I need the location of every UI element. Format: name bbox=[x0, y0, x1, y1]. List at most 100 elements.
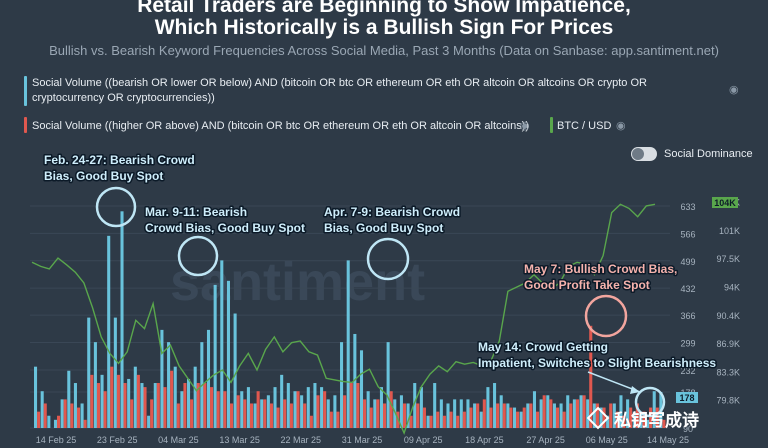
bearish-bar bbox=[173, 366, 177, 428]
bearish-bar bbox=[326, 399, 330, 428]
current-left-badge-label: 178 bbox=[679, 393, 694, 403]
bullish-bar bbox=[569, 403, 573, 428]
bullish-bar bbox=[635, 403, 639, 428]
bullish-bar bbox=[502, 403, 506, 428]
bullish-bar bbox=[389, 391, 393, 428]
bullish-bar bbox=[190, 399, 194, 428]
bearish-bar bbox=[466, 399, 470, 428]
bullish-bar bbox=[63, 399, 67, 428]
y-left-tick-label: 633 bbox=[680, 202, 695, 212]
bearish-bar bbox=[147, 415, 151, 428]
annotation-text: Good Profit Take Spot bbox=[524, 278, 650, 292]
eye-icon[interactable]: ◉ bbox=[729, 84, 739, 96]
bearish-bar bbox=[193, 366, 197, 428]
y-right-tick-label: 86.9K bbox=[716, 339, 740, 349]
bullish-bar bbox=[70, 403, 74, 428]
bearish-bar bbox=[353, 333, 357, 428]
bearish-bar bbox=[413, 383, 417, 428]
bearish-bar bbox=[399, 395, 403, 428]
bullish-bar bbox=[110, 366, 114, 428]
x-tick-label: 18 Apr 25 bbox=[465, 435, 504, 445]
social-dominance-toggle[interactable] bbox=[631, 147, 657, 161]
bullish-bar bbox=[343, 395, 347, 428]
eye-icon[interactable]: ◉ bbox=[520, 120, 530, 132]
bullish-bar bbox=[256, 391, 260, 428]
bullish-bar bbox=[356, 383, 360, 428]
x-tick-label: 04 Mar 25 bbox=[158, 435, 199, 445]
bearish-bar bbox=[333, 395, 337, 428]
annotation-text: Mar. 9-11: Bearish bbox=[145, 205, 247, 219]
bullish-bar bbox=[83, 419, 87, 428]
bullish-bar bbox=[382, 403, 387, 428]
y-left-tick-label: 566 bbox=[680, 229, 695, 239]
legend-bullish-label[interactable]: Social Volume ((higher OR above) AND (bi… bbox=[32, 120, 530, 132]
bullish-bar bbox=[289, 403, 293, 428]
y-left-tick-label: 499 bbox=[680, 257, 695, 267]
bullish-bar bbox=[276, 407, 280, 428]
bullish-bar bbox=[143, 387, 147, 428]
bearish-bar bbox=[426, 415, 430, 428]
bullish-bar bbox=[542, 395, 546, 428]
annotation-text: Feb. 24-27: Bearish Crowd bbox=[44, 153, 195, 167]
bearish-bar bbox=[546, 395, 550, 428]
eye-icon[interactable]: ◉ bbox=[616, 120, 626, 132]
bullish-bar bbox=[183, 383, 187, 428]
bearish-bar bbox=[320, 387, 324, 428]
bullish-bar bbox=[363, 399, 367, 428]
bullish-bar bbox=[562, 411, 566, 428]
bearish-bar bbox=[599, 407, 603, 428]
bearish-bar bbox=[406, 403, 410, 428]
bullish-bar bbox=[163, 387, 167, 428]
bullish-bar bbox=[496, 403, 500, 428]
bearish-bar bbox=[639, 411, 643, 428]
bullish-bar bbox=[462, 411, 466, 428]
bullish-bar bbox=[329, 411, 333, 428]
bullish-bar bbox=[422, 407, 426, 428]
bearish-bar bbox=[306, 387, 310, 428]
x-tick-label: 27 Apr 25 bbox=[526, 435, 565, 445]
bearish-bar bbox=[606, 415, 610, 428]
bearish-bar bbox=[446, 403, 450, 428]
bearish-bar bbox=[646, 419, 650, 428]
bullish-bar bbox=[509, 407, 513, 428]
bullish-bar bbox=[203, 383, 207, 428]
bearish-bar bbox=[113, 317, 117, 428]
legend: Social Volume ((bearish OR lower OR belo… bbox=[20, 66, 748, 150]
bullish-bar bbox=[223, 391, 227, 428]
bearish-swatch bbox=[24, 76, 27, 106]
bearish-bar bbox=[140, 383, 144, 428]
bearish-bar bbox=[60, 399, 64, 428]
annotation-text: Bias, Good Buy Spot bbox=[324, 221, 443, 235]
y-left-tick-label: 432 bbox=[680, 284, 695, 294]
current-right-badge-label: 104K bbox=[714, 198, 736, 208]
bearish-bar bbox=[572, 399, 576, 428]
bearish-bar bbox=[340, 342, 344, 428]
bearish-bar bbox=[626, 399, 630, 428]
bullish-bar bbox=[196, 383, 200, 428]
bearish-bar bbox=[586, 399, 590, 428]
bullish-bar bbox=[96, 383, 100, 428]
legend-btc-label[interactable]: BTC / USD bbox=[557, 120, 612, 132]
bullish-bar bbox=[655, 407, 659, 428]
bullish-bar bbox=[336, 411, 340, 428]
bullish-bar bbox=[170, 370, 174, 428]
bullish-bar bbox=[103, 391, 107, 428]
annotation-text: May 7: Bullish Crowd Bias, bbox=[524, 262, 677, 276]
x-tick-label: 09 Apr 25 bbox=[404, 435, 443, 445]
chart-title-line2: Which Historically is a Bullish Sign For… bbox=[154, 16, 614, 39]
bearish-bar bbox=[506, 403, 510, 428]
legend-bearish-label[interactable]: Social Volume ((bearish OR lower OR belo… bbox=[32, 77, 647, 104]
bullish-bar bbox=[216, 391, 220, 428]
bullish-bar bbox=[469, 407, 473, 428]
x-tick-label: 23 Feb 25 bbox=[97, 435, 138, 445]
btc-price-line bbox=[31, 203, 656, 435]
bearish-bar bbox=[486, 387, 490, 428]
bullish-bar bbox=[43, 403, 47, 428]
bullish-bar bbox=[37, 411, 41, 428]
bearish-bar bbox=[453, 399, 457, 428]
bullish-bar bbox=[303, 403, 307, 428]
annotation-text: Impatient, Switches to Slight Bearishnes… bbox=[478, 356, 716, 370]
bullish-bar bbox=[622, 415, 626, 428]
bearish-bar bbox=[379, 387, 383, 428]
